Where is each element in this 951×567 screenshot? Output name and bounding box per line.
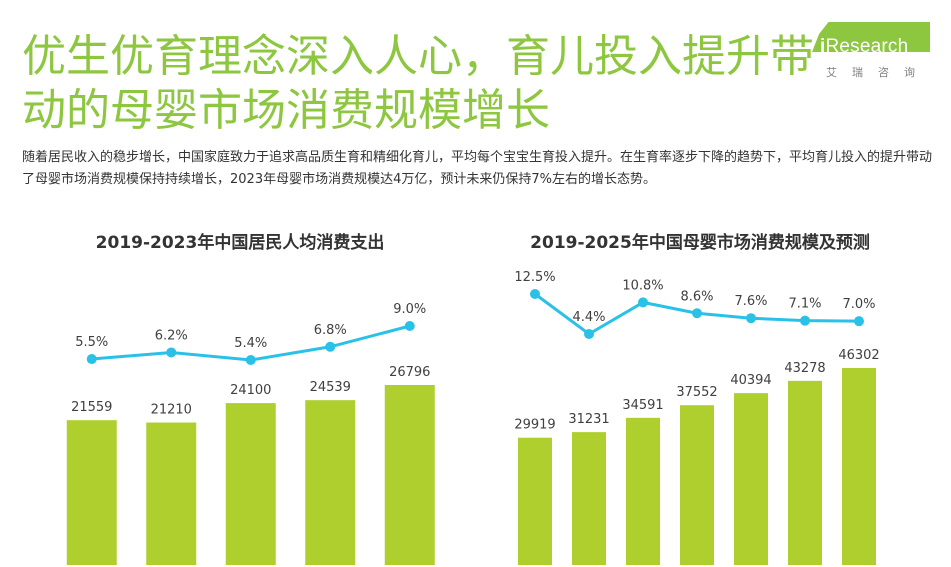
- growth-rate-point: [800, 315, 810, 326]
- logo-brand: Research: [825, 36, 909, 57]
- logo-banner: [812, 22, 930, 52]
- growth-rate-label: 5.4%: [234, 336, 267, 351]
- growth-rate-point: [638, 297, 648, 308]
- growth-rate-label: 12.5%: [514, 270, 555, 285]
- logo-text: iResearch: [820, 36, 908, 58]
- growth-rate-point: [692, 308, 702, 319]
- growth-rate-point: [746, 313, 756, 324]
- growth-rate-label: 4.4%: [572, 310, 605, 325]
- bar: [146, 422, 197, 565]
- chart-2-title: 2019-2025年中国母婴市场消费规模及预测: [530, 233, 870, 253]
- bar: [518, 437, 552, 565]
- bar: [788, 380, 822, 565]
- bar-value-label: 21210: [151, 403, 192, 418]
- bar: [842, 368, 876, 565]
- bar: [66, 420, 117, 565]
- bar-value-label: 24100: [230, 383, 271, 398]
- bar: [680, 405, 714, 565]
- bar: [384, 385, 435, 565]
- growth-rate-point: [404, 321, 415, 331]
- bar: [572, 432, 606, 565]
- growth-rate-point: [86, 354, 97, 365]
- chart-1: 21559 21210 24100 24539 26796 5.5% 6.2% 5.4% 6.8…: [66, 302, 435, 565]
- bar: [626, 417, 660, 565]
- growth-rate-point: [854, 316, 864, 327]
- bar-value-label: 43278: [784, 361, 825, 376]
- logo-brand-prefix: i: [820, 36, 826, 57]
- growth-rate-point: [245, 355, 256, 365]
- logo-subtitle: 艾瑞咨询: [826, 66, 930, 79]
- bar-value-label: 26796: [389, 365, 430, 380]
- growth-rate-label: 5.5%: [75, 335, 108, 350]
- growth-rate-label: 10.8%: [622, 278, 663, 293]
- chart-2: 29919 31231 34591 37552 40394 43278 46302 12.5%…: [514, 270, 880, 565]
- growth-rate-label: 6.8%: [314, 323, 347, 338]
- page-title: 优生优育理念深入人心，育儿投入提升带动的母婴市场消费规模增长: [22, 31, 814, 136]
- growth-rate-label: 7.0%: [842, 297, 875, 312]
- bar-value-label: 29919: [514, 418, 555, 433]
- bar-value-label: 24539: [310, 380, 351, 395]
- growth-rate-label: 7.1%: [788, 297, 821, 312]
- bar: [225, 403, 276, 565]
- intro-paragraph: 随着居民收入的稳步增长，中国家庭致力于追求高品质生育和精细化育儿，平均每个宝宝生…: [22, 150, 933, 187]
- bar-value-label: 46302: [838, 348, 879, 363]
- growth-rate-label: 7.6%: [734, 294, 767, 309]
- bar-value-label: 40394: [730, 373, 771, 388]
- chart-1-title: 2019-2023年中国居民人均消费支出: [95, 233, 385, 253]
- bar: [305, 400, 356, 565]
- bar-value-label: 31231: [568, 412, 609, 427]
- growth-rate-point: [166, 347, 177, 358]
- growth-rate-label: 6.2%: [155, 328, 188, 343]
- iresearch-logo: iResearch 艾瑞咨询: [812, 22, 932, 84]
- growth-rate-point: [530, 289, 540, 299]
- bar-value-label: 37552: [676, 385, 717, 400]
- growth-rate-point: [584, 329, 594, 339]
- bar-value-label: 34591: [622, 398, 663, 413]
- growth-rate-label: 8.6%: [680, 289, 713, 304]
- bar-value-label: 21559: [71, 400, 112, 415]
- growth-rate-label: 9.0%: [393, 302, 426, 317]
- growth-rate-point: [325, 341, 336, 352]
- bar: [734, 393, 768, 565]
